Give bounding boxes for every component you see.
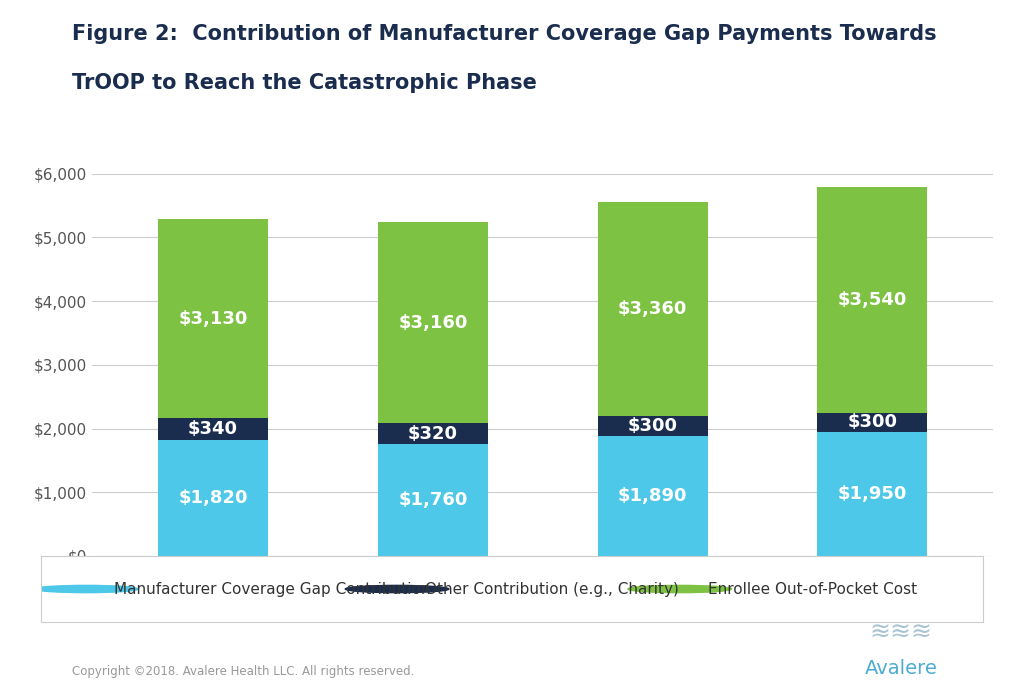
Text: $340: $340 <box>188 420 238 439</box>
Text: $300: $300 <box>628 417 678 435</box>
Circle shape <box>35 585 138 593</box>
Text: Figure 2:  Contribution of Manufacturer Coverage Gap Payments Towards: Figure 2: Contribution of Manufacturer C… <box>72 24 936 44</box>
Text: $1,890: $1,890 <box>617 486 687 505</box>
Circle shape <box>628 585 731 593</box>
Text: $300: $300 <box>848 414 897 431</box>
Text: TrOOP to Reach the Catastrophic Phase: TrOOP to Reach the Catastrophic Phase <box>72 73 537 93</box>
Text: $1,950: $1,950 <box>838 485 907 503</box>
Text: $3,360: $3,360 <box>617 300 687 318</box>
Text: $3,540: $3,540 <box>838 291 907 309</box>
Text: Enrollee Out-of-Pocket Cost: Enrollee Out-of-Pocket Cost <box>708 582 918 596</box>
Text: Avalere: Avalere <box>864 659 938 678</box>
Bar <box>378 444 487 556</box>
Text: Other Contribution (e.g., Charity): Other Contribution (e.g., Charity) <box>425 582 679 596</box>
Bar <box>817 413 928 432</box>
Bar <box>817 187 928 413</box>
Text: Manufacturer Coverage Gap Contribution: Manufacturer Coverage Gap Contribution <box>115 582 431 596</box>
Text: $1,760: $1,760 <box>398 491 468 509</box>
Bar <box>598 202 708 416</box>
Text: $320: $320 <box>408 425 458 443</box>
Bar <box>378 222 487 423</box>
Text: $3,130: $3,130 <box>178 310 248 327</box>
Bar <box>378 423 487 444</box>
Text: ≋≋≋: ≋≋≋ <box>869 621 933 645</box>
Bar <box>158 418 268 440</box>
Bar <box>598 436 708 556</box>
Bar <box>598 416 708 436</box>
Bar <box>158 219 268 418</box>
Text: $3,160: $3,160 <box>398 314 468 332</box>
Text: Copyright ©2018. Avalere Health LLC. All rights reserved.: Copyright ©2018. Avalere Health LLC. All… <box>72 664 414 678</box>
Bar <box>817 432 928 556</box>
Bar <box>158 440 268 556</box>
Text: $1,820: $1,820 <box>178 489 248 507</box>
Circle shape <box>345 585 449 593</box>
